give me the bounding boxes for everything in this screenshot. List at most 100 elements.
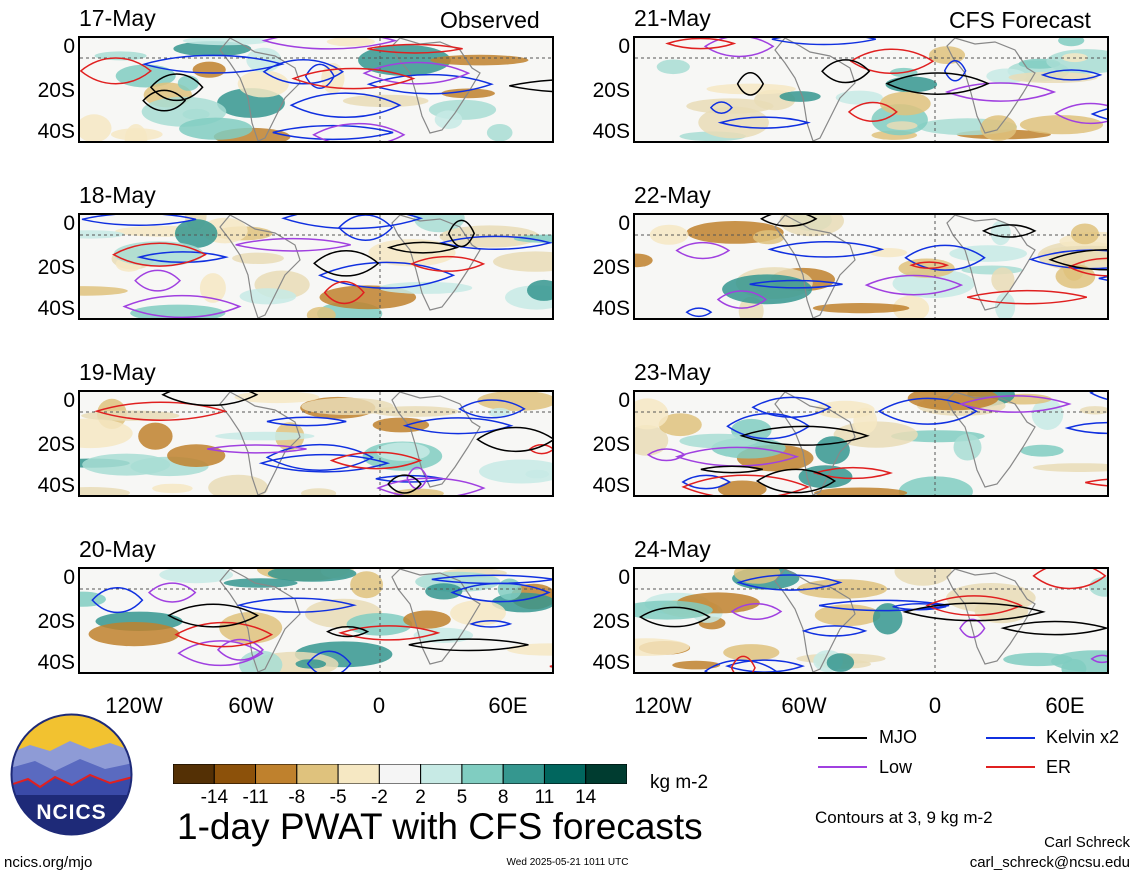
contour-line (925, 595, 1023, 616)
contour-line (847, 101, 898, 122)
anomaly-blob (797, 579, 888, 599)
coastline (946, 38, 1036, 134)
anomaly-blob (723, 644, 780, 661)
anomaly-blob (124, 124, 148, 141)
map-panel (78, 390, 554, 497)
anomaly-blob (450, 600, 506, 626)
anomaly-blob (991, 267, 1015, 293)
anomaly-blob (656, 59, 690, 75)
legend-low-label: Low (879, 757, 913, 777)
colorbar-swatch (502, 764, 545, 784)
y-tick-label: 40S (592, 297, 630, 320)
contour-line (323, 280, 365, 305)
anomaly-blob (706, 83, 796, 95)
anomaly-blob (306, 306, 336, 318)
anomaly-blob (493, 251, 552, 272)
y-tick-label: 20S (592, 433, 630, 456)
panel-date: 21-May (634, 5, 711, 31)
contour-line (476, 426, 552, 453)
contour-line (141, 54, 285, 74)
anomaly-blob (635, 398, 669, 430)
contour-line (177, 640, 264, 667)
contour-line (337, 215, 394, 241)
contour-line (258, 453, 391, 473)
contour-line (885, 72, 990, 95)
forecast-header: CFS Forecast (949, 7, 1091, 33)
colorbar-swatch (543, 764, 587, 784)
anomaly-blob (1089, 576, 1107, 597)
coastline (219, 569, 301, 672)
contour-line (849, 48, 935, 75)
pwat-anomaly-map (80, 215, 552, 318)
anomaly-blob (1032, 463, 1107, 472)
y-tick-label: 0 (63, 35, 75, 58)
anomaly-blob (953, 433, 982, 461)
colorbar-tick-label: -2 (370, 787, 388, 808)
contour-line (725, 659, 805, 672)
contour-line (749, 279, 843, 289)
contour-line (431, 574, 552, 585)
contour-line (716, 290, 767, 309)
y-tick-label: 20S (592, 610, 630, 633)
anomaly-blob (649, 224, 689, 245)
y-tick-label: 20S (37, 433, 75, 456)
pwat-anomaly-map (635, 38, 1107, 141)
anomaly-blob (885, 76, 938, 93)
contour-line (291, 67, 416, 90)
contour-line (386, 241, 460, 254)
contour-line (958, 395, 1072, 413)
contour-line (235, 237, 351, 252)
anomaly-blob (350, 571, 383, 599)
anomaly-blob (718, 480, 767, 495)
y-tick-label: 40S (37, 297, 75, 320)
x-tick-label: 60E (488, 693, 528, 718)
contour-line (528, 444, 552, 455)
contour-line (509, 79, 552, 93)
contour-line (1067, 257, 1107, 277)
contour-line (767, 241, 885, 258)
contour-line (638, 606, 711, 628)
anomaly-blob (342, 94, 429, 108)
contour-line (236, 597, 357, 613)
legend-mjo-label: MJO (879, 727, 917, 747)
contour-line (1064, 421, 1107, 435)
contour-line (751, 396, 832, 418)
contour-line (281, 215, 424, 230)
anomaly-blob (898, 476, 973, 495)
contour-line (1085, 478, 1107, 487)
contour-line (812, 466, 893, 480)
footer-author: Carl Schreck (1044, 834, 1130, 851)
observed-header: Observed (440, 7, 540, 33)
y-tick-label: 40S (592, 651, 630, 674)
contour-line (289, 92, 402, 118)
anomaly-blob (1070, 223, 1099, 245)
anomaly-blob (159, 569, 234, 584)
contour-line (1054, 102, 1107, 125)
panel-date: 19-May (79, 359, 156, 385)
anomaly-blob (995, 292, 1016, 318)
anomaly-blob (635, 253, 653, 268)
y-tick-label: 40S (37, 120, 75, 143)
contour-line (1028, 249, 1107, 270)
y-tick-label: 20S (592, 256, 630, 279)
colorbar-swatch (585, 764, 627, 784)
anomaly-blob (192, 61, 226, 78)
anomaly-blob (833, 421, 918, 448)
colorbar (173, 764, 627, 784)
anomaly-blob (672, 660, 721, 670)
anomaly-blob (894, 569, 952, 586)
page-title: 1-day PWAT with CFS forecasts (177, 806, 703, 847)
contour-line (266, 416, 347, 427)
map-panel (78, 567, 554, 674)
anomaly-blob (199, 273, 226, 303)
contour-line (408, 638, 529, 652)
contour-line (304, 63, 335, 89)
anomaly-blob (372, 406, 459, 417)
colorbar-tick-label: -5 (329, 787, 347, 808)
anomaly-blob (853, 407, 878, 434)
ncics-logo: NCICS (10, 713, 133, 836)
contour-line (409, 255, 486, 272)
anomaly-blob (80, 418, 133, 449)
panel-date: 24-May (634, 536, 711, 562)
panel-date: 22-May (634, 182, 711, 208)
